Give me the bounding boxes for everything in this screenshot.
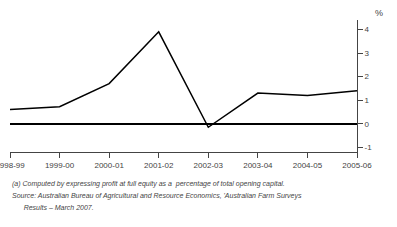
svg-text:1998-99: 1998-99	[0, 161, 25, 170]
svg-text:2003-04: 2003-04	[243, 161, 273, 170]
svg-text:%: %	[375, 8, 383, 18]
svg-text:2004-05: 2004-05	[293, 161, 323, 170]
svg-text:Results – March 2007.: Results – March 2007.	[12, 204, 94, 211]
svg-text:0: 0	[365, 120, 370, 129]
svg-text:Source: Australian Bureau of A: Source: Australian Bureau of Agricultura…	[12, 192, 302, 200]
svg-text:1: 1	[365, 96, 370, 105]
svg-text:2000-01: 2000-01	[94, 161, 124, 170]
svg-text:1999-00: 1999-00	[45, 161, 75, 170]
svg-text:4: 4	[365, 25, 370, 34]
svg-text:(a) Computed by expressing pro: (a) Computed by expressing profit at ful…	[12, 180, 285, 188]
svg-text:3: 3	[365, 49, 370, 58]
svg-text:2005-06: 2005-06	[342, 161, 372, 170]
svg-text:2: 2	[365, 72, 370, 81]
svg-text:-1: -1	[365, 143, 373, 152]
svg-text:2002-03: 2002-03	[194, 161, 224, 170]
svg-text:2001-02: 2001-02	[144, 161, 174, 170]
